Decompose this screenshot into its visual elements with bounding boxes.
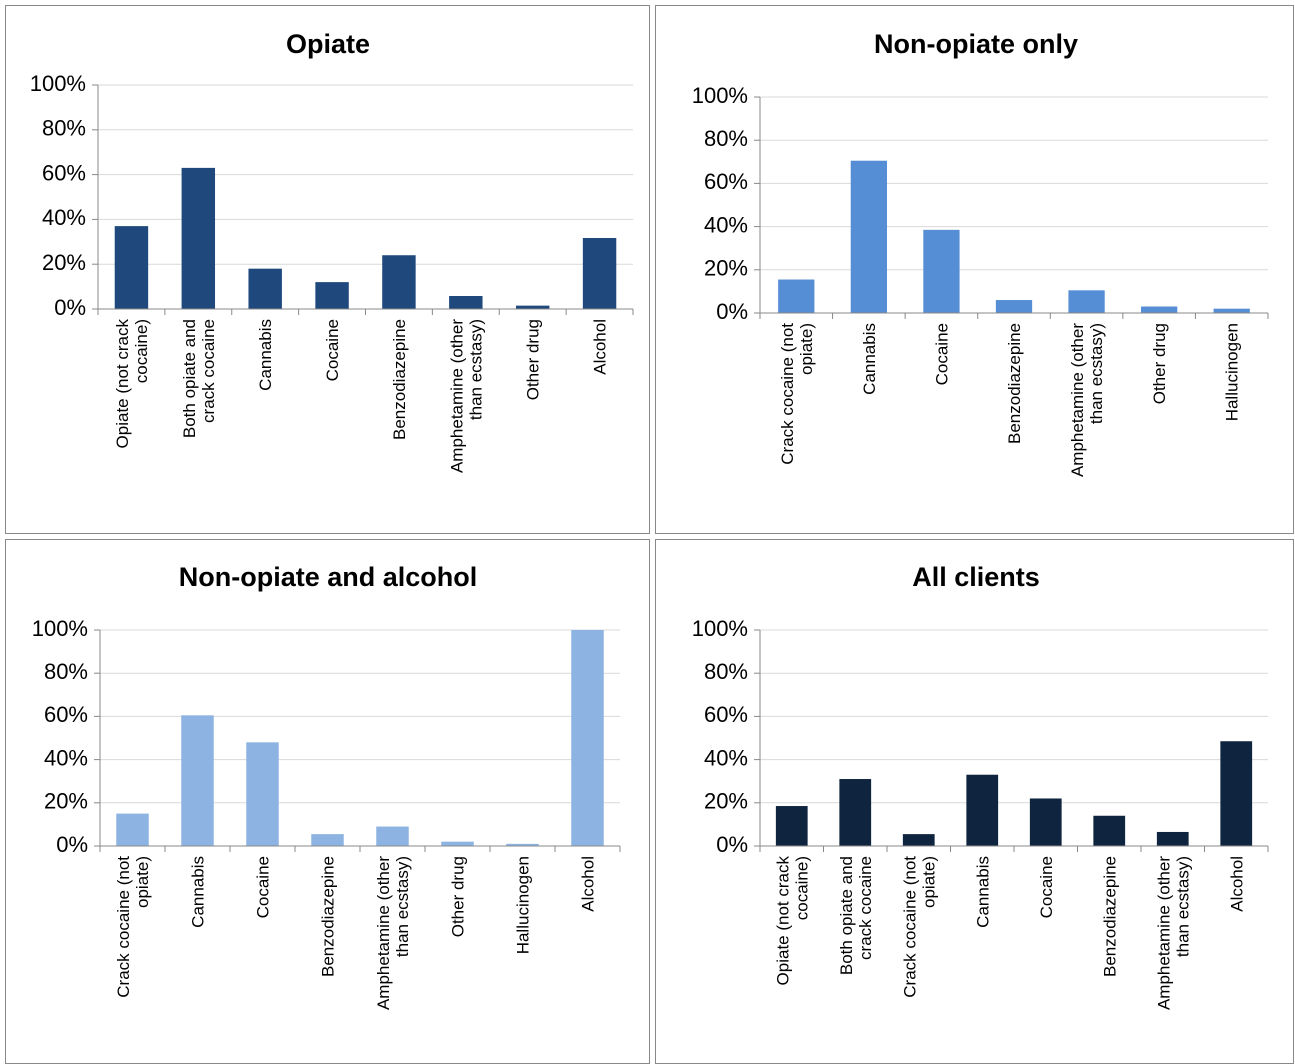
bar <box>181 167 216 309</box>
x-tick-label: Opiate (not crackcocaine) <box>113 319 151 449</box>
x-tick-label: Alcohol <box>591 319 610 375</box>
bar <box>902 834 935 846</box>
bar <box>1093 815 1126 846</box>
panel-border <box>655 5 1294 534</box>
x-tick-label: Cocaine <box>1037 856 1056 918</box>
y-tick-label: 60% <box>42 160 86 185</box>
y-tick-label: 40% <box>44 745 88 770</box>
y-tick-label: 40% <box>42 205 86 230</box>
x-tick-label: Opiate (not crackcocaine) <box>773 856 811 986</box>
y-tick-label: 80% <box>44 659 88 684</box>
y-tick-label: 100% <box>692 83 748 108</box>
y-tick-label: 0% <box>716 832 748 857</box>
bar <box>506 843 539 846</box>
bar <box>515 305 550 309</box>
bar <box>839 779 872 846</box>
x-tick-label: Hallucinogen <box>514 856 533 954</box>
x-tick-label: Amphetamine (otherthan ecstasy) <box>447 319 485 473</box>
y-tick-label: 60% <box>44 702 88 727</box>
y-tick-label: 40% <box>704 745 748 770</box>
x-tick-label: Other drug <box>524 319 543 400</box>
bar <box>114 226 149 309</box>
y-tick-label: 80% <box>704 126 748 151</box>
y-tick-label: 20% <box>42 250 86 275</box>
y-tick-label: 60% <box>704 169 748 194</box>
y-tick-label: 40% <box>704 212 748 237</box>
x-tick-label: Amphetamine (otherthan ecstasy) <box>374 856 412 1010</box>
bar <box>1141 306 1178 313</box>
bar <box>116 813 149 846</box>
bar <box>850 160 887 313</box>
bar <box>382 255 416 309</box>
y-tick-label: 100% <box>692 616 748 641</box>
x-tick-label: Benzodiazepine <box>319 856 338 977</box>
bar <box>441 841 474 846</box>
x-tick-label: Cannabis <box>256 319 275 391</box>
bar <box>315 282 349 309</box>
bar <box>246 742 279 846</box>
chart-title: Non-opiate only <box>874 29 1078 59</box>
x-tick-label: Benzodiazepine <box>1100 856 1119 977</box>
x-tick-label: Both opiate andcrack cocaine <box>837 856 875 975</box>
panel-border <box>5 539 650 1064</box>
x-tick-label: Alcohol <box>579 856 598 912</box>
bar <box>248 268 282 309</box>
bar <box>966 774 999 846</box>
bar <box>582 237 617 309</box>
bar <box>1220 741 1253 846</box>
y-tick-label: 0% <box>56 832 88 857</box>
x-tick-label: Benzodiazepine <box>1005 323 1024 444</box>
bar <box>1029 798 1062 846</box>
x-tick-label: Cocaine <box>254 856 273 918</box>
y-tick-label: 20% <box>704 789 748 814</box>
y-tick-label: 0% <box>54 295 86 320</box>
bar <box>311 834 344 846</box>
x-tick-label: Crack cocaine (notopiate) <box>114 856 152 998</box>
x-tick-label: Hallucinogen <box>1223 323 1242 421</box>
x-tick-label: Benzodiazepine <box>390 319 409 440</box>
bar <box>376 826 409 846</box>
y-tick-label: 20% <box>704 256 748 281</box>
bar <box>995 300 1033 313</box>
y-tick-label: 20% <box>44 789 88 814</box>
panel-border <box>5 5 650 534</box>
bar <box>571 630 604 846</box>
bar <box>1068 290 1105 313</box>
chart-title: All clients <box>912 562 1040 592</box>
x-tick-label: Crack cocaine (notopiate) <box>778 323 816 465</box>
chart-title: Non-opiate and alcohol <box>179 562 478 592</box>
bar <box>181 715 214 846</box>
x-tick-label: Cannabis <box>860 323 879 395</box>
bar <box>923 229 960 313</box>
y-tick-label: 80% <box>42 116 86 141</box>
x-tick-label: Alcohol <box>1227 856 1246 912</box>
bar <box>1156 831 1189 846</box>
x-tick-label: Cocaine <box>323 319 342 381</box>
y-tick-label: 0% <box>716 299 748 324</box>
y-tick-label: 100% <box>32 616 88 641</box>
bar <box>778 279 815 313</box>
y-tick-label: 100% <box>30 71 86 96</box>
x-tick-label: Both opiate andcrack cocaine <box>180 319 218 438</box>
x-tick-label: Cannabis <box>973 856 992 928</box>
x-tick-label: Amphetamine (otherthan ecstasy) <box>1068 323 1106 477</box>
x-tick-label: Amphetamine (otherthan ecstasy) <box>1154 856 1192 1010</box>
y-tick-label: 60% <box>704 702 748 727</box>
bar <box>1213 308 1250 313</box>
x-tick-label: Other drug <box>449 856 468 937</box>
bar <box>775 806 808 846</box>
chart-title: Opiate <box>286 29 370 59</box>
bar <box>449 296 483 309</box>
x-tick-label: Cannabis <box>189 856 208 928</box>
x-tick-label: Other drug <box>1150 323 1169 404</box>
x-tick-label: Crack cocaine (notopiate) <box>900 856 938 998</box>
x-tick-label: Cocaine <box>932 323 951 385</box>
y-tick-label: 80% <box>704 659 748 684</box>
